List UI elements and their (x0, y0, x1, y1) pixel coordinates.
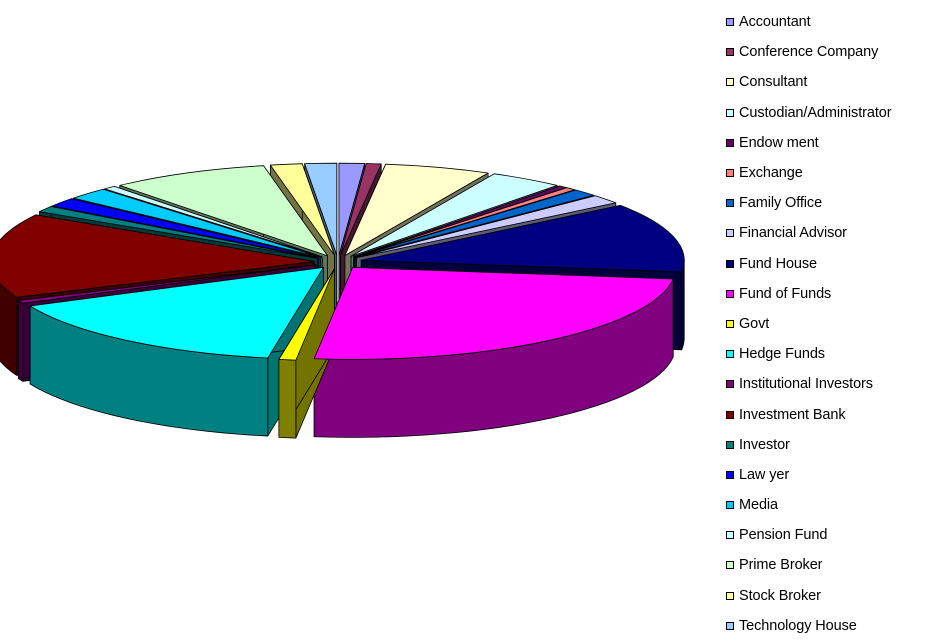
legend-label: Family Office (739, 195, 823, 212)
legend-label: Conference Company (739, 44, 879, 61)
pie-slice-custodian-administrator (350, 173, 558, 257)
chart-area (0, 162, 685, 439)
legend-label: Investment Bank (739, 406, 846, 423)
pie-slice-investment-bank (0, 214, 315, 298)
legend-swatch (726, 561, 734, 570)
pie-slice-hedge-funds (29, 267, 324, 359)
legend-swatch (726, 319, 734, 328)
legend-swatch (726, 78, 734, 87)
legend-swatch (726, 531, 734, 540)
legend-label: Accountant (739, 14, 811, 31)
legend-swatch (726, 380, 734, 389)
legend-item: Conference Company (726, 37, 932, 67)
legend-swatch (726, 350, 734, 359)
pie-chart (0, 162, 685, 439)
legend-item: Exchange (726, 158, 932, 188)
pie-slice-govt (278, 268, 335, 361)
legend-swatch (726, 18, 734, 27)
legend-swatch (726, 410, 734, 419)
legend-label: Fund House (739, 255, 817, 272)
legend-item: Media (726, 490, 932, 520)
legend-label: Consultant (739, 74, 808, 91)
legend-item: Custodian/Administrator (726, 98, 932, 128)
pie-slice-family-office (354, 189, 595, 258)
legend-item: Endow ment (726, 128, 932, 158)
pie-slice-prime-broker (119, 165, 328, 257)
legend-swatch (726, 440, 734, 449)
pie-slice-side (278, 268, 335, 439)
pie-slice-pension-fund (104, 186, 323, 258)
legend-item: Technology House (726, 611, 932, 641)
legend-label: Govt (739, 315, 770, 332)
legend-item: Prime Broker (726, 550, 932, 580)
legend-swatch (726, 108, 734, 117)
legend-swatch (726, 259, 734, 268)
pie-slice-financial-advisor (356, 195, 617, 259)
pie-slice-accountant (338, 162, 366, 256)
legend-label: Stock Broker (739, 587, 821, 604)
legend-swatch (726, 621, 734, 630)
legend-label: Law yer (739, 466, 790, 483)
pie-slice-conference-company (340, 163, 382, 256)
legend-item: Institutional Investors (726, 369, 932, 399)
legend-label: Media (739, 497, 778, 514)
legend-label: Fund of Funds (739, 285, 832, 302)
legend-swatch (726, 229, 734, 238)
pie-slice-technology-house (304, 162, 338, 256)
legend-item: Fund of Funds (726, 279, 932, 309)
legend-item: Investment Bank (726, 399, 932, 429)
legend-item: Hedge Funds (726, 339, 932, 369)
pie-slice-institutional-investors (18, 264, 317, 304)
legend-label: Technology House (739, 617, 857, 634)
legend-swatch (726, 289, 734, 298)
legend-swatch (726, 199, 734, 208)
legend-label: Investor (739, 436, 790, 453)
legend-label: Endow ment (739, 134, 819, 151)
pie-slice-stock-broker (269, 163, 335, 256)
pie-slice-fund-house (360, 205, 685, 273)
legend-item: Family Office (726, 188, 932, 218)
legend-label: Exchange (739, 165, 803, 182)
legend-label: Institutional Investors (739, 376, 873, 393)
legend-item: Investor (726, 430, 932, 460)
legend-item: Pension Fund (726, 520, 932, 550)
legend-item: Law yer (726, 460, 932, 490)
pie-slice-consultant (344, 163, 489, 256)
legend-label: Financial Advisor (739, 225, 847, 242)
legend-label: Prime Broker (739, 557, 823, 574)
pie-slice-law-yer (51, 198, 320, 259)
legend-swatch (726, 470, 734, 479)
legend-item: Financial Advisor (726, 218, 932, 248)
pie-slice-investor (39, 206, 319, 259)
pie-slice-exchange (353, 187, 576, 258)
legend-swatch (726, 591, 734, 600)
legend-item: Stock Broker (726, 581, 932, 611)
legend: Accountant Conference Company Consultant Cu… (726, 7, 932, 641)
legend-swatch (726, 138, 734, 147)
legend-label: Custodian/Administrator (739, 104, 892, 121)
legend-label: Hedge Funds (739, 346, 825, 363)
legend-swatch (726, 169, 734, 178)
slice-tops (0, 162, 685, 361)
pie-slice-media (73, 188, 322, 258)
legend-item: Accountant (726, 7, 932, 37)
legend-item: Consultant (726, 67, 932, 97)
legend-item: Govt (726, 309, 932, 339)
legend-swatch (726, 48, 734, 57)
legend-label: Pension Fund (739, 527, 828, 544)
legend-item: Fund House (726, 249, 932, 279)
pie-slice-fund-of-funds (313, 266, 674, 360)
legend-swatch (726, 501, 734, 510)
